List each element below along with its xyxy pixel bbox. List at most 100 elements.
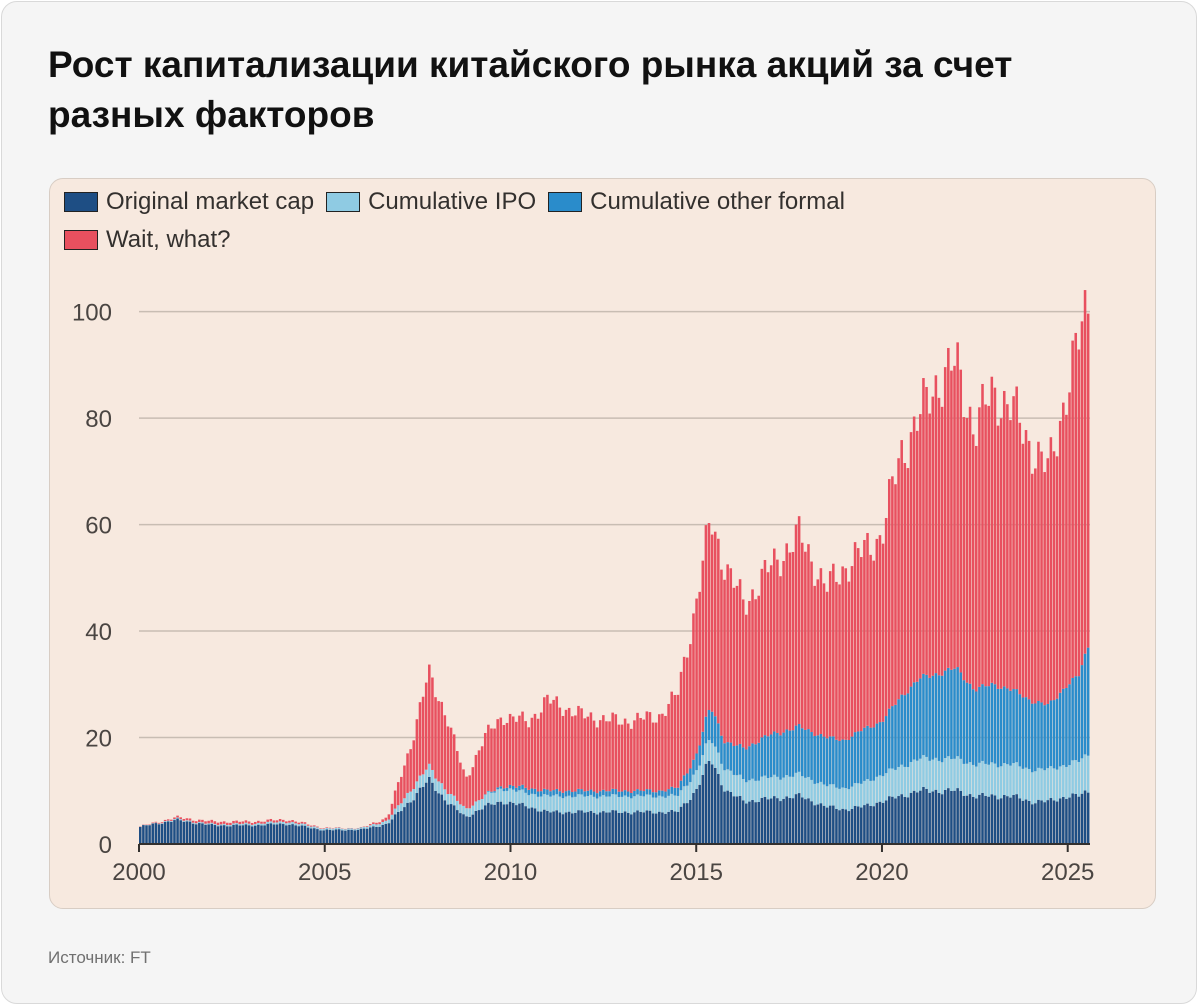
bar-wait-what: [645, 711, 649, 790]
bar-cumulative-ipo: [443, 789, 447, 801]
bar-original-market-cap: [309, 828, 313, 844]
bar-original-market-cap: [530, 807, 534, 844]
bar-cumulative-other-formal: [1018, 694, 1022, 767]
bar-cumulative-ipo: [508, 788, 512, 802]
bar-wait-what: [176, 815, 179, 818]
bar-cumulative-ipo: [325, 827, 329, 830]
bar-wait-what: [1018, 422, 1022, 695]
bar-wait-what: [241, 821, 245, 824]
bar-cumulative-other-formal: [779, 735, 782, 780]
bar-original-market-cap: [658, 811, 661, 844]
bar-cumulative-ipo: [838, 788, 841, 811]
bar-original-market-cap: [238, 825, 241, 844]
bar-original-market-cap: [428, 776, 431, 844]
bar-wait-what: [210, 819, 214, 823]
bar-cumulative-ipo: [300, 823, 304, 826]
bar-wait-what: [269, 818, 273, 822]
bar-wait-what: [232, 820, 235, 824]
bar-original-market-cap: [872, 806, 875, 844]
bar-original-market-cap: [943, 789, 947, 844]
bar-cumulative-ipo: [372, 823, 375, 827]
bar-original-market-cap: [508, 801, 512, 844]
bar-original-market-cap: [794, 794, 798, 844]
bar-original-market-cap: [297, 826, 301, 844]
bar-wait-what: [788, 552, 792, 731]
bar-wait-what: [835, 581, 838, 740]
bar-original-market-cap: [835, 808, 838, 844]
bar-wait-what: [1027, 440, 1031, 700]
bar-original-market-cap: [875, 802, 879, 844]
bar-wait-what: [1074, 332, 1078, 677]
bar-cumulative-other-formal: [726, 742, 729, 770]
bar-cumulative-ipo: [449, 793, 453, 805]
bar-cumulative-ipo: [412, 789, 416, 801]
bar-cumulative-ipo: [213, 823, 217, 826]
bar-wait-what: [1002, 390, 1006, 687]
bar-cumulative-other-formal: [1037, 700, 1040, 768]
bar-original-market-cap: [409, 802, 412, 844]
bar-cumulative-other-formal: [791, 730, 795, 777]
bar-original-market-cap: [232, 824, 235, 844]
bar-original-market-cap: [372, 826, 375, 844]
bar-wait-what: [639, 717, 642, 791]
bar-wait-what: [726, 564, 729, 743]
bar-wait-what: [676, 694, 680, 788]
bar-cumulative-ipo: [804, 777, 807, 800]
bar-cumulative-ipo: [956, 756, 959, 789]
bar-original-market-cap: [477, 810, 481, 844]
bar-cumulative-ipo: [403, 798, 406, 808]
bar-cumulative-ipo: [844, 788, 848, 810]
bar-cumulative-ipo: [825, 786, 829, 808]
legend-label: Wait, what?: [106, 226, 231, 253]
bar-wait-what: [685, 657, 689, 774]
axes: 0 20 40 60 80 100 2000 2005 2010 2015 2020 2025: [72, 300, 1094, 886]
bar-wait-what: [1009, 420, 1012, 691]
bar-cumulative-ipo: [409, 791, 412, 803]
bar-original-market-cap: [188, 821, 192, 844]
bar-original-market-cap: [443, 800, 447, 844]
bar-cumulative-other-formal: [487, 790, 490, 792]
bar-original-market-cap: [285, 825, 288, 844]
bar-wait-what: [477, 750, 481, 801]
bar-wait-what: [179, 817, 182, 820]
bar-wait-what: [847, 581, 851, 740]
bar-original-market-cap: [1068, 797, 1071, 844]
bar-cumulative-ipo: [359, 827, 363, 829]
bar-cumulative-ipo: [1055, 769, 1059, 802]
bar-cumulative-ipo: [630, 798, 633, 815]
bar-wait-what: [950, 370, 953, 670]
bar-wait-what: [692, 613, 695, 760]
bar-wait-what: [1006, 404, 1009, 689]
bar-original-market-cap: [804, 799, 807, 844]
bar-cumulative-other-formal: [1012, 689, 1015, 764]
bar-wait-what: [1086, 313, 1090, 648]
bar-cumulative-ipo: [748, 780, 751, 802]
bar-wait-what: [642, 719, 646, 792]
bar-original-market-cap: [1049, 798, 1053, 844]
bar-original-market-cap: [260, 825, 263, 844]
bar-cumulative-ipo: [754, 780, 757, 803]
bar-original-market-cap: [574, 812, 577, 844]
bar-wait-what: [238, 821, 241, 825]
bar-wait-what: [608, 721, 611, 792]
bar-cumulative-ipo: [1049, 766, 1053, 799]
y-tick-label: 0: [99, 832, 112, 859]
bar-wait-what: [869, 554, 872, 728]
bar-cumulative-other-formal: [670, 786, 673, 794]
bar-original-market-cap: [800, 797, 804, 844]
bar-wait-what: [981, 383, 984, 685]
bar-wait-what: [701, 560, 705, 732]
bar-original-market-cap: [325, 829, 329, 844]
bar-original-market-cap: [754, 802, 757, 844]
bar-original-market-cap: [269, 823, 273, 844]
bar-original-market-cap: [527, 808, 531, 844]
bar-wait-what: [384, 817, 388, 821]
bar-cumulative-other-formal: [732, 745, 736, 775]
bar-cumulative-ipo: [201, 822, 204, 824]
bar-original-market-cap: [673, 811, 677, 844]
bar-original-market-cap: [723, 791, 726, 844]
bar-cumulative-ipo: [583, 796, 586, 813]
bar-cumulative-ipo: [418, 775, 422, 788]
bar-cumulative-other-formal: [1058, 692, 1062, 767]
bar-original-market-cap: [278, 823, 282, 844]
